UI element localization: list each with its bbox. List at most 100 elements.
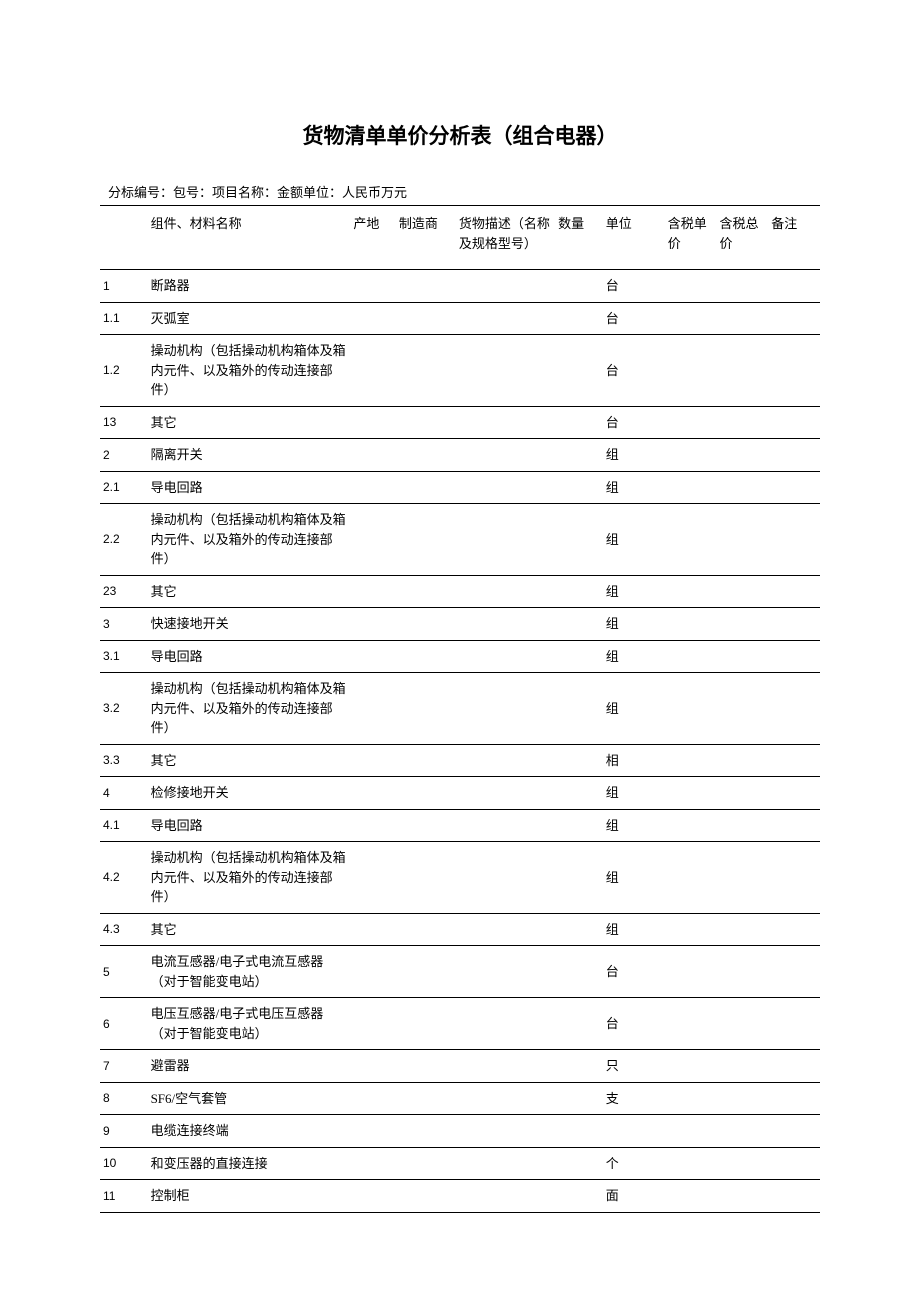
cell-name: 快速接地开关 <box>148 608 351 641</box>
cell-remark <box>768 998 820 1050</box>
cell-name: 检修接地开关 <box>148 777 351 810</box>
col-header-origin: 产地 <box>350 206 396 270</box>
cell-unit: 组 <box>603 471 665 504</box>
cell-name: 操动机构（包括操动机构箱体及箱内元件、以及箱外的传动连接部件） <box>148 673 351 745</box>
cell-remark <box>768 1050 820 1083</box>
cell-total-price <box>717 335 769 407</box>
cell-total-price <box>717 608 769 641</box>
cell-origin <box>350 777 396 810</box>
cell-index: 2.1 <box>100 471 148 504</box>
cell-remark <box>768 406 820 439</box>
table-row: 2.2操动机构（包括操动机构箱体及箱内元件、以及箱外的传动连接部件）组 <box>100 504 820 576</box>
cell-description <box>456 270 555 303</box>
cell-remark <box>768 777 820 810</box>
cell-remark <box>768 673 820 745</box>
cell-quantity <box>555 335 603 407</box>
cell-manufacturer <box>396 608 456 641</box>
cell-index: 5 <box>100 946 148 998</box>
cell-quantity <box>555 1115 603 1148</box>
cell-total-price <box>717 640 769 673</box>
cell-unit: 组 <box>603 777 665 810</box>
cell-origin <box>350 809 396 842</box>
cell-manufacturer <box>396 335 456 407</box>
cell-remark <box>768 640 820 673</box>
col-header-remark: 备注 <box>768 206 820 270</box>
cell-manufacturer <box>396 809 456 842</box>
cell-total-price <box>717 1050 769 1083</box>
cell-quantity <box>555 1180 603 1213</box>
cell-description <box>456 913 555 946</box>
cell-origin <box>350 406 396 439</box>
cell-manufacturer <box>396 744 456 777</box>
cell-manufacturer <box>396 640 456 673</box>
cell-index: 4.3 <box>100 913 148 946</box>
cell-unit <box>603 1115 665 1148</box>
table-row: 8SF6/空气套管支 <box>100 1082 820 1115</box>
cell-name: 灭弧室 <box>148 302 351 335</box>
cell-unit: 相 <box>603 744 665 777</box>
cell-unit-price <box>665 998 717 1050</box>
cell-remark <box>768 439 820 472</box>
cell-unit-price <box>665 302 717 335</box>
cell-description <box>456 504 555 576</box>
cell-unit: 组 <box>603 640 665 673</box>
cell-remark <box>768 270 820 303</box>
cell-quantity <box>555 842 603 914</box>
cell-quantity <box>555 640 603 673</box>
cell-unit: 面 <box>603 1180 665 1213</box>
cell-name: SF6/空气套管 <box>148 1082 351 1115</box>
cell-unit-price <box>665 913 717 946</box>
cell-remark <box>768 1147 820 1180</box>
cell-quantity <box>555 608 603 641</box>
col-header-quantity: 数量 <box>555 206 603 270</box>
cell-origin <box>350 913 396 946</box>
cell-name: 操动机构（包括操动机构箱体及箱内元件、以及箱外的传动连接部件） <box>148 842 351 914</box>
cell-unit-price <box>665 1147 717 1180</box>
cell-manufacturer <box>396 913 456 946</box>
cell-total-price <box>717 1082 769 1115</box>
cell-quantity <box>555 946 603 998</box>
cell-manufacturer <box>396 302 456 335</box>
cell-total-price <box>717 744 769 777</box>
table-row: 6电压互感器/电子式电压互感器（对于智能变电站）台 <box>100 998 820 1050</box>
col-header-unit: 单位 <box>603 206 665 270</box>
cell-unit: 台 <box>603 335 665 407</box>
cell-total-price <box>717 1115 769 1148</box>
cell-manufacturer <box>396 1180 456 1213</box>
cell-index: 2 <box>100 439 148 472</box>
cell-unit-price <box>665 946 717 998</box>
cell-total-price <box>717 1147 769 1180</box>
cell-description <box>456 439 555 472</box>
cell-unit-price <box>665 640 717 673</box>
cell-index: 4 <box>100 777 148 810</box>
cell-total-price <box>717 406 769 439</box>
cell-origin <box>350 504 396 576</box>
cell-name: 导电回路 <box>148 471 351 504</box>
cell-quantity <box>555 1082 603 1115</box>
table-row: 9电缆连接终端 <box>100 1115 820 1148</box>
cell-total-price <box>717 842 769 914</box>
cell-name: 导电回路 <box>148 640 351 673</box>
cell-unit: 组 <box>603 439 665 472</box>
cell-origin <box>350 673 396 745</box>
cell-origin <box>350 439 396 472</box>
cell-name: 其它 <box>148 575 351 608</box>
cell-manufacturer <box>396 439 456 472</box>
page-subtitle: 分标编号：包号：项目名称：金额单位：人民币万元 <box>100 182 820 201</box>
cell-quantity <box>555 809 603 842</box>
cell-quantity <box>555 777 603 810</box>
cell-description <box>456 673 555 745</box>
cell-unit-price <box>665 335 717 407</box>
cell-quantity <box>555 998 603 1050</box>
cell-unit: 组 <box>603 913 665 946</box>
cell-origin <box>350 1147 396 1180</box>
cell-unit: 台 <box>603 270 665 303</box>
cell-description <box>456 777 555 810</box>
cell-index: 8 <box>100 1082 148 1115</box>
cell-name: 断路器 <box>148 270 351 303</box>
cell-origin <box>350 1115 396 1148</box>
col-header-total-price: 含税总价 <box>717 206 769 270</box>
cell-remark <box>768 302 820 335</box>
cell-name: 控制柜 <box>148 1180 351 1213</box>
cell-index: 3.3 <box>100 744 148 777</box>
